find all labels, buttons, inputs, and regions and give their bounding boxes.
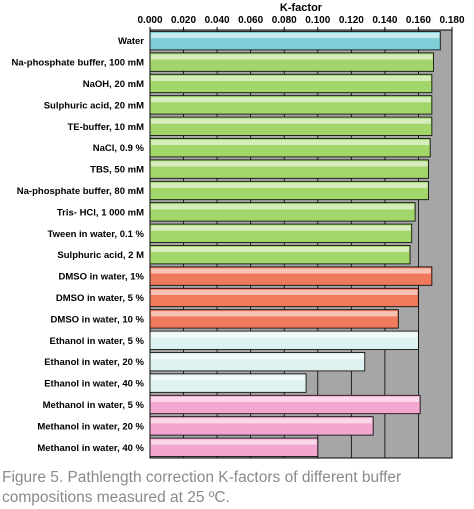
bar-highlight: [151, 332, 418, 338]
chart-svg: 0.000 0.020 0.040 0.060 0.080 0.100 0.120 0.140…: [12, 2, 465, 459]
bar-highlight: [151, 375, 306, 381]
bar-highlight: [151, 54, 433, 60]
bar-highlight: [151, 97, 431, 103]
category-label: DMSO in water, 1%: [58, 272, 144, 283]
category-label: Methanol in water, 20 %: [37, 421, 144, 432]
category-label: Sulphuric acid, 2 M: [57, 250, 144, 261]
figure-caption: Figure 5. Pathlength correction K-factor…: [2, 469, 402, 506]
x-tick-label: 0.080: [272, 15, 297, 26]
bar-highlight: [151, 204, 415, 210]
category-label: Na-phosphate buffer, 80 mM: [17, 186, 144, 197]
bar-highlight: [151, 32, 440, 39]
category-label: DMSO in water, 10 %: [51, 314, 145, 325]
bar-highlight: [151, 396, 420, 402]
category-label: Sulphuric acid, 20 mM: [44, 100, 144, 111]
category-label: NaOH, 20 mM: [83, 79, 144, 90]
bar-highlight: [151, 268, 431, 274]
category-label: Na-phosphate buffer, 100 mM: [12, 58, 145, 69]
bar-highlight: [151, 289, 418, 295]
category-label: TBS, 50 mM: [90, 165, 144, 176]
bar-highlight: [151, 418, 373, 424]
category-label: Ethanol in water, 40 %: [44, 379, 144, 390]
category-label: Ethanol in water, 20 %: [44, 357, 144, 368]
category-label: Water: [118, 36, 144, 47]
category-label: Methanol in water, 5 %: [43, 400, 145, 411]
bar-highlight: [151, 246, 410, 253]
category-label: Methanol in water, 40 %: [37, 443, 144, 454]
bar-highlight: [151, 182, 428, 188]
bar-highlight: [151, 75, 431, 81]
plot-area: [149, 29, 453, 459]
bar-highlight: [151, 439, 317, 445]
x-tick-label: 0.000: [137, 15, 162, 26]
category-label: Tris- HCl, 1 000 mM: [57, 207, 144, 218]
x-tick-label: 0.060: [238, 15, 263, 26]
category-label: Tween in water, 0.1 %: [48, 229, 145, 240]
x-tick-label: 0.140: [372, 15, 397, 26]
category-label: Ethanol in water, 5 %: [50, 336, 145, 347]
bar-highlight: [151, 118, 431, 124]
bar-highlight: [151, 161, 428, 167]
bar-highlight: [151, 353, 364, 360]
x-tick-label: 0.100: [305, 15, 330, 26]
bar-highlight: [151, 139, 430, 146]
x-tick-label: 0.040: [205, 15, 230, 26]
category-label: DMSO in water, 5 %: [56, 293, 145, 304]
x-tick-label: 0.020: [171, 15, 196, 26]
x-tick-label: 0.180: [439, 15, 464, 26]
x-tick-label: 0.160: [406, 15, 431, 26]
k-factor-chart: 0.000 0.020 0.040 0.060 0.080 0.100 0.120 0.140…: [12, 2, 465, 459]
category-label: TE-buffer, 10 mM: [67, 122, 144, 133]
x-tick-label: 0.120: [339, 15, 364, 26]
x-axis-title: K-factor: [280, 2, 323, 14]
category-label: NaCl, 0.9 %: [93, 143, 145, 154]
bar-highlight: [151, 311, 398, 317]
bar-highlight: [151, 225, 411, 231]
